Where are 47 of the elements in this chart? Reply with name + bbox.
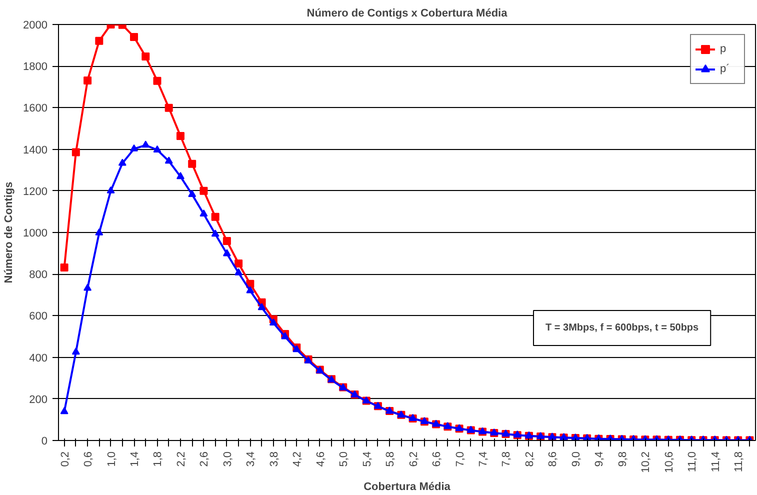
x-tick-label: 9,8 (616, 451, 629, 467)
x-tick-label: 10,6 (663, 451, 676, 473)
x-tick-label: 3,4 (245, 451, 258, 467)
x-tick-label: 5,0 (338, 451, 350, 467)
x-tick-label: 2,2 (175, 451, 188, 467)
x-tick-label: 9,0 (570, 451, 582, 467)
annotation: T = 3Mbps, f = 600bps, t = 50bps (546, 322, 700, 334)
x-tick-label: 6,2 (408, 451, 420, 467)
x-tick-label: 1,8 (152, 451, 164, 467)
x-tick-label: 7,8 (500, 451, 513, 467)
y-tick-label: 1200 (23, 186, 48, 198)
x-tick-label: 0,2 (59, 451, 72, 467)
x-tick-label: 8,2 (524, 451, 536, 467)
x-tick-label: 4,2 (292, 451, 304, 467)
x-tick-label: 7,4 (478, 451, 490, 467)
y-tick-label: 200 (29, 394, 48, 406)
x-tick-label: 3,0 (222, 451, 234, 467)
y-tick-label: 1400 (23, 144, 48, 156)
y-axis-title: Número de Contigs (3, 182, 16, 284)
y-tick-label: 2000 (23, 20, 48, 32)
y-tick-label: 800 (29, 269, 48, 282)
chart-title: Número de Contigs x Cobertura Média (306, 8, 508, 20)
legend-label: p´ (720, 63, 731, 75)
legend-label: p (720, 43, 728, 55)
y-tick-label: 1600 (23, 102, 48, 115)
x-tick-label: 11,8 (733, 452, 746, 472)
x-tick-label: 0,6 (82, 451, 95, 467)
x-tick-label: 11,4 (710, 452, 722, 472)
x-tick-label: 1,4 (129, 451, 142, 467)
x-tick-label: 8,6 (547, 451, 560, 467)
x-tick-label: 5,8 (384, 451, 397, 467)
x-tick-label: 9,4 (594, 451, 606, 467)
y-tick-label: 600 (29, 310, 48, 323)
y-tick-label: 1000 (23, 228, 48, 240)
x-tick-label: 2,6 (198, 451, 211, 467)
x-tick-label: 6,6 (431, 451, 444, 467)
x-axis-title: Cobertura Média (364, 480, 452, 493)
y-tick-label: 0 (41, 436, 48, 448)
x-tick-label: 1,0 (106, 451, 118, 467)
x-tick-label: 5,4 (361, 451, 374, 467)
y-tick-label: 1800 (23, 61, 48, 74)
x-tick-label: 4,6 (314, 451, 327, 467)
x-tick-label: 7,0 (454, 451, 466, 467)
y-tick-label: 400 (29, 352, 48, 364)
x-tick-label: 3,8 (268, 451, 280, 467)
x-tick-label: 11,0 (686, 452, 699, 472)
x-tick-label: 10,2 (640, 451, 652, 473)
